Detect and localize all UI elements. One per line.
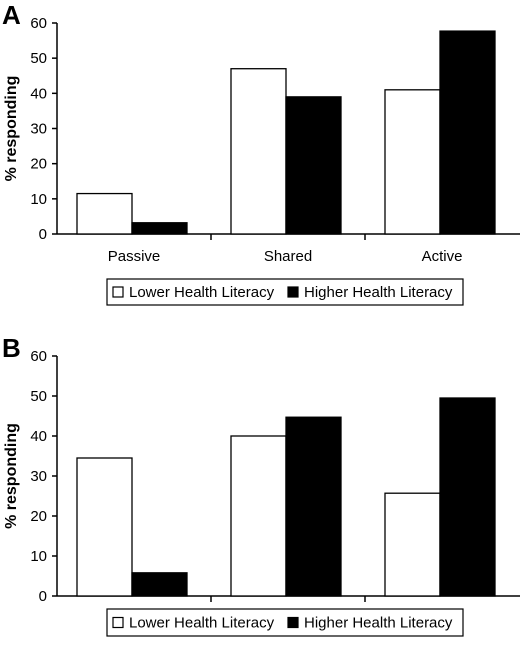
y-tick-label: 30 <box>30 121 47 138</box>
legend-label-higher: Higher Health Literacy <box>304 284 453 301</box>
y-tick-label: 50 <box>30 388 47 405</box>
legend-swatch-higher <box>287 616 299 629</box>
y-tick-label: 40 <box>30 428 47 445</box>
bar-active-lower <box>384 89 441 235</box>
bar-passive-higher <box>131 572 188 597</box>
bar-shared-lower <box>230 435 287 597</box>
legend: Lower Health Literacy Higher Health Liter… <box>106 278 464 306</box>
legend: Lower Health Literacy Higher Health Liter… <box>106 608 464 637</box>
legend-swatch-lower <box>112 616 124 629</box>
bar-shared-higher <box>285 96 342 235</box>
legend-label-higher: Higher Health Literacy <box>304 615 453 632</box>
x-category-label: Active <box>422 248 463 265</box>
y-axis-label: % responding <box>3 423 20 529</box>
bar-shared-higher <box>285 416 342 597</box>
x-category-label: Passive <box>108 248 161 265</box>
legend-label-lower: Lower Health Literacy <box>129 615 275 632</box>
y-tick-label: 0 <box>39 588 47 605</box>
y-tick-label: 50 <box>30 50 47 67</box>
x-category-label: Shared <box>264 248 312 265</box>
bar-active-lower <box>384 492 441 597</box>
bar-active-higher <box>439 397 496 597</box>
legend-swatch-higher <box>287 286 299 298</box>
panel-letter: A <box>2 0 21 30</box>
chart-panel-a: A % responding 0 10 20 30 40 50 60 Passive Shared A… <box>2 0 520 306</box>
y-tick-label: 60 <box>30 15 47 32</box>
y-tick-label: 10 <box>30 548 47 565</box>
bar-passive-lower <box>76 457 133 597</box>
bar-active-higher <box>439 30 496 235</box>
legend-box <box>106 608 464 637</box>
legend-label-lower: Lower Health Literacy <box>129 284 275 301</box>
y-tick-label: 40 <box>30 85 47 102</box>
bar-shared-lower <box>230 68 287 235</box>
y-tick-label: 20 <box>30 156 47 173</box>
bar-passive-lower <box>76 192 133 235</box>
legend-swatch-lower <box>112 286 124 298</box>
bar-passive-higher <box>131 222 188 235</box>
y-tick-label: 0 <box>39 226 47 243</box>
chart-panel-b: B% responding0102030405060PassiveSharedA… <box>2 333 520 637</box>
panel-letter: B <box>2 333 21 363</box>
y-axis-label: % responding <box>3 76 20 182</box>
y-tick-label: 30 <box>30 468 47 485</box>
legend-box <box>106 278 464 306</box>
y-tick-label: 60 <box>30 348 47 365</box>
y-tick-label: 10 <box>30 191 47 208</box>
y-tick-label: 20 <box>30 508 47 525</box>
